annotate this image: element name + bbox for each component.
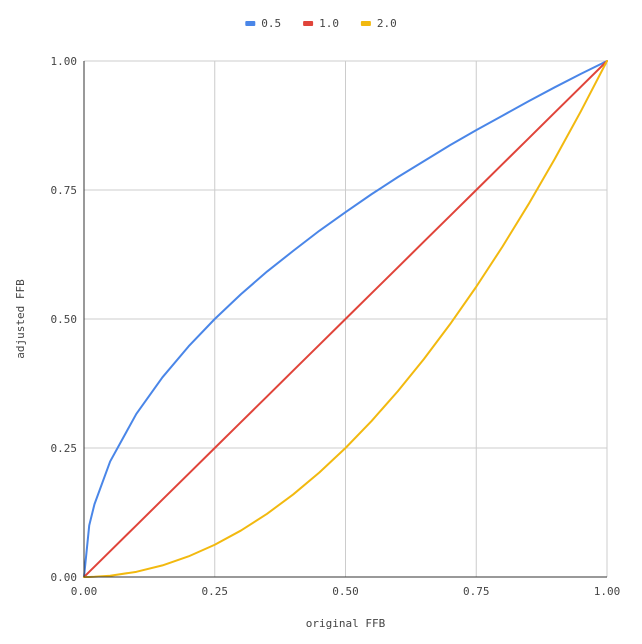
series-line-2-0 (83, 60, 608, 578)
x-tick-label: 0.75 (463, 585, 490, 598)
legend: 0.5 1.0 2.0 (245, 17, 397, 30)
y-axis-title: adjusted FFB (14, 279, 27, 359)
legend-label: 1.0 (319, 17, 339, 30)
legend-item-2-0[interactable]: 2.0 (360, 17, 397, 30)
x-tick-label: 1.00 (594, 585, 621, 598)
x-tick-label: 0.25 (202, 585, 229, 598)
y-tick-label: 0.75 (51, 184, 78, 197)
y-tick-label: 0.00 (51, 571, 78, 584)
axes (83, 61, 607, 578)
legend-item-0-5[interactable]: 0.5 (245, 17, 281, 30)
tick-labels: 0.00 0.25 0.50 0.75 1.00 0.00 0.25 0.50 0.75 1.00 (51, 55, 621, 598)
legend-swatch (245, 21, 256, 26)
legend-swatch (360, 21, 371, 26)
x-axis-title: original FFB (306, 617, 386, 630)
series-line-0-5 (83, 60, 608, 578)
x-tick-label: 0.50 (332, 585, 359, 598)
series-lines (83, 60, 608, 578)
x-tick-label: 0.00 (71, 585, 98, 598)
y-tick-label: 1.00 (51, 55, 78, 68)
legend-swatch (303, 21, 314, 26)
legend-label: 2.0 (377, 17, 397, 30)
legend-label: 0.5 (261, 17, 281, 30)
series-line-1-0 (83, 60, 608, 578)
y-tick-label: 0.25 (51, 442, 78, 455)
y-tick-label: 0.50 (51, 313, 78, 326)
legend-item-1-0[interactable]: 1.0 (303, 17, 339, 30)
